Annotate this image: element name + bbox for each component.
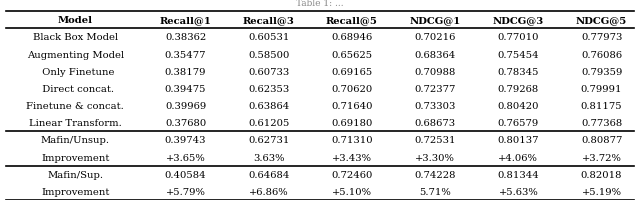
Text: 0.74228: 0.74228 [415, 170, 456, 179]
Text: 5.71%: 5.71% [419, 187, 451, 196]
Text: 0.38362: 0.38362 [165, 33, 206, 42]
Text: Direct concat.: Direct concat. [36, 84, 114, 93]
Text: Recall@3: Recall@3 [243, 16, 295, 25]
Text: Table 1: ...: Table 1: ... [296, 0, 344, 8]
Text: 0.58500: 0.58500 [248, 50, 289, 59]
Text: 0.62353: 0.62353 [248, 84, 289, 93]
Text: 0.68673: 0.68673 [415, 119, 456, 128]
Text: +5.19%: +5.19% [582, 187, 621, 196]
Text: 3.63%: 3.63% [253, 153, 285, 162]
Text: Improvement: Improvement [41, 187, 109, 196]
Text: Mafin/Unsup.: Mafin/Unsup. [41, 136, 109, 145]
Text: Improvement: Improvement [41, 153, 109, 162]
Text: Recall@1: Recall@1 [159, 16, 212, 25]
Text: +5.79%: +5.79% [166, 187, 205, 196]
Text: 0.81344: 0.81344 [497, 170, 540, 179]
Text: 0.71640: 0.71640 [332, 102, 372, 110]
Text: 0.73303: 0.73303 [415, 102, 456, 110]
Text: 0.68946: 0.68946 [332, 33, 372, 42]
Text: 0.39475: 0.39475 [165, 84, 206, 93]
Text: 0.75454: 0.75454 [497, 50, 540, 59]
Text: 0.80420: 0.80420 [498, 102, 539, 110]
Text: 0.65625: 0.65625 [332, 50, 372, 59]
Text: 0.68364: 0.68364 [415, 50, 456, 59]
Text: NDCG@5: NDCG@5 [576, 16, 627, 25]
Text: 0.81175: 0.81175 [580, 102, 623, 110]
Text: +3.43%: +3.43% [332, 153, 372, 162]
Text: 0.80877: 0.80877 [581, 136, 622, 145]
Text: Recall@5: Recall@5 [326, 16, 378, 25]
Text: 0.72460: 0.72460 [332, 170, 372, 179]
Text: 0.70216: 0.70216 [415, 33, 456, 42]
Text: 0.79268: 0.79268 [498, 84, 539, 93]
Text: 0.70620: 0.70620 [332, 84, 372, 93]
Text: 0.78345: 0.78345 [498, 67, 539, 76]
Text: +6.86%: +6.86% [249, 187, 289, 196]
Text: Black Box Model: Black Box Model [33, 33, 118, 42]
Text: 0.40584: 0.40584 [164, 170, 207, 179]
Text: 0.72531: 0.72531 [415, 136, 456, 145]
Text: 0.60733: 0.60733 [248, 67, 289, 76]
Text: 0.79359: 0.79359 [581, 67, 622, 76]
Text: 0.39743: 0.39743 [165, 136, 206, 145]
Text: 0.60531: 0.60531 [248, 33, 289, 42]
Text: 0.61205: 0.61205 [248, 119, 289, 128]
Text: 0.64684: 0.64684 [248, 170, 289, 179]
Text: 0.77010: 0.77010 [498, 33, 539, 42]
Text: 0.77973: 0.77973 [581, 33, 622, 42]
Text: +5.63%: +5.63% [499, 187, 538, 196]
Text: 0.79991: 0.79991 [581, 84, 622, 93]
Text: +3.72%: +3.72% [582, 153, 621, 162]
Text: 0.37680: 0.37680 [165, 119, 206, 128]
Text: 0.77368: 0.77368 [581, 119, 622, 128]
Text: Only Finetune: Only Finetune [36, 67, 115, 76]
Text: Linear Transform.: Linear Transform. [29, 119, 122, 128]
Text: 0.82018: 0.82018 [581, 170, 622, 179]
Text: 0.72377: 0.72377 [415, 84, 456, 93]
Text: 0.76579: 0.76579 [498, 119, 539, 128]
Text: 0.80137: 0.80137 [498, 136, 539, 145]
Text: Mafin/Sup.: Mafin/Sup. [47, 170, 103, 179]
Text: 0.70988: 0.70988 [415, 67, 456, 76]
Text: 0.69180: 0.69180 [332, 119, 372, 128]
Text: NDCG@1: NDCG@1 [410, 16, 461, 25]
Text: NDCG@3: NDCG@3 [493, 16, 544, 25]
Text: 0.39969: 0.39969 [165, 102, 206, 110]
Text: 0.62731: 0.62731 [248, 136, 289, 145]
Text: Finetune & concat.: Finetune & concat. [26, 102, 124, 110]
Text: 0.71310: 0.71310 [331, 136, 373, 145]
Text: 0.35477: 0.35477 [165, 50, 206, 59]
Text: +4.06%: +4.06% [499, 153, 538, 162]
Text: +3.30%: +3.30% [415, 153, 455, 162]
Text: +3.65%: +3.65% [166, 153, 205, 162]
Text: 0.38179: 0.38179 [165, 67, 206, 76]
Text: 0.69165: 0.69165 [332, 67, 372, 76]
Text: +5.10%: +5.10% [332, 187, 372, 196]
Text: Model: Model [58, 16, 93, 25]
Text: Augmenting Model: Augmenting Model [27, 50, 124, 59]
Text: 0.76086: 0.76086 [581, 50, 622, 59]
Text: 0.63864: 0.63864 [248, 102, 289, 110]
